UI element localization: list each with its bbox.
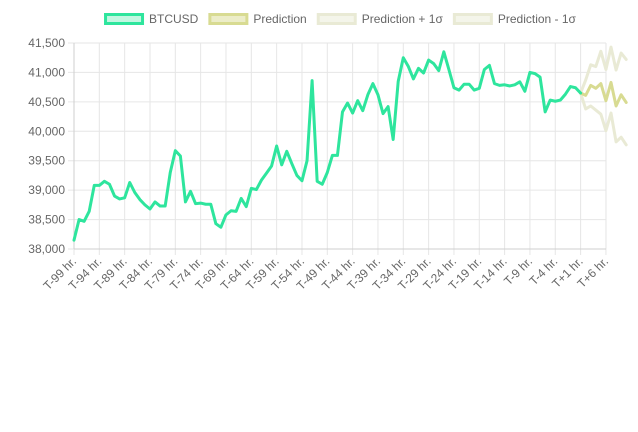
legend-swatch bbox=[104, 13, 145, 25]
y-tick-label: 39,000 bbox=[28, 183, 65, 197]
legend-swatch bbox=[208, 13, 249, 25]
series-line-btcusd bbox=[72, 50, 583, 242]
y-tick-label: 41,500 bbox=[28, 36, 65, 50]
legend-swatch bbox=[452, 13, 493, 25]
series-line-prediction bbox=[579, 80, 628, 108]
legend-label: Prediction - 1σ bbox=[498, 12, 577, 26]
y-tick-label: 39,500 bbox=[28, 154, 65, 168]
series-line-prediction-1sigma bbox=[579, 91, 628, 147]
legend-swatch bbox=[316, 13, 357, 25]
legend-item[interactable]: Prediction + 1σ bbox=[316, 12, 444, 26]
legend-label: Prediction bbox=[253, 12, 306, 26]
legend: BTCUSD Prediction Prediction + 1σ Predictio… bbox=[104, 12, 577, 26]
y-tick-label: 40,000 bbox=[28, 124, 65, 138]
legend-item[interactable]: Prediction - 1σ bbox=[452, 12, 577, 26]
y-tick-label: 38,500 bbox=[28, 213, 65, 227]
y-tick-label: 38,000 bbox=[28, 242, 65, 256]
legend-label: BTCUSD bbox=[149, 12, 199, 26]
series-line-prediction-1sigma bbox=[579, 45, 628, 95]
legend-label: Prediction + 1σ bbox=[362, 12, 444, 26]
legend-item[interactable]: BTCUSD bbox=[104, 12, 199, 26]
legend-item[interactable]: Prediction bbox=[208, 12, 307, 26]
y-tick-label: 40,500 bbox=[28, 95, 65, 109]
y-tick-label: 41,000 bbox=[28, 65, 65, 79]
